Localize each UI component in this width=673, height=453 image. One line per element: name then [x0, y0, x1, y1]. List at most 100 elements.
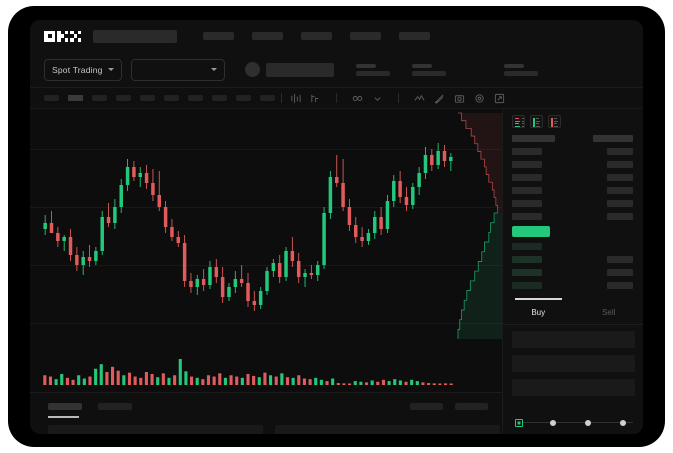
bid-row[interactable]: [512, 282, 542, 289]
ask-total: [607, 213, 633, 220]
trading-pair-dropdown[interactable]: [130, 58, 225, 81]
orders-card-left: [48, 425, 263, 434]
orders-action-2[interactable]: [455, 403, 488, 410]
orderbook-bids-icon[interactable]: [530, 115, 543, 128]
device-bezel: Spot Trading: [8, 6, 665, 447]
market-stat-3: [503, 63, 538, 76]
toolbar-divider: [398, 93, 399, 103]
orders-content: [48, 425, 500, 434]
settings-icon[interactable]: [474, 93, 485, 104]
order-form: [503, 331, 643, 403]
orders-tab-active-underline: [48, 416, 79, 418]
nav-item-5[interactable]: [399, 32, 430, 40]
candlestick-series: [43, 143, 453, 311]
top-navigation-bar: [30, 20, 643, 52]
orders-card-right: [275, 425, 500, 434]
chart-tool-icons: [290, 93, 505, 104]
slider-stop-0[interactable]: [515, 418, 523, 427]
order-book-view-modes: [503, 109, 643, 128]
slider-stop-25[interactable]: [550, 419, 556, 426]
logo-letter-o: [44, 30, 55, 42]
market-type-label: Spot Trading: [52, 64, 103, 75]
bid-total: [607, 269, 633, 276]
ask-row[interactable]: [512, 213, 542, 220]
ask-total: [607, 200, 633, 207]
amount-percent-slider[interactable]: [515, 418, 633, 428]
timeframe-2[interactable]: [92, 95, 107, 101]
timeframe-3[interactable]: [116, 95, 131, 101]
nav-item-2[interactable]: [252, 32, 283, 40]
order-book-header-right: [593, 135, 633, 142]
orders-panel: [30, 392, 502, 434]
pair-avatar: [244, 62, 260, 77]
depth-chart-overlay: [457, 112, 502, 339]
slider-stop-75[interactable]: [620, 419, 626, 426]
timeframe-9[interactable]: [260, 95, 275, 101]
nav-item-4[interactable]: [350, 32, 381, 40]
orders-action-1[interactable]: [410, 403, 443, 410]
timeframe-1[interactable]: [68, 95, 83, 101]
orders-tab-2[interactable]: [98, 403, 132, 410]
order-book-header-left: [512, 135, 555, 142]
price-field[interactable]: [512, 355, 635, 372]
chevron-down-icon: [107, 68, 114, 71]
timeframe-group: [44, 95, 275, 101]
tab-buy[interactable]: Buy: [503, 298, 574, 324]
camera-icon[interactable]: [454, 93, 465, 104]
ask-row[interactable]: [512, 161, 542, 168]
bid-row[interactable]: [512, 243, 542, 250]
okx-logo[interactable]: [44, 30, 81, 42]
slider-stop-50[interactable]: [585, 419, 591, 426]
volume-series: [43, 359, 453, 385]
orders-tab-1[interactable]: [48, 403, 82, 410]
toolbar-divider: [281, 93, 282, 103]
volume-chart: [30, 347, 502, 392]
timeframe-7[interactable]: [212, 95, 227, 101]
market-type-dropdown[interactable]: Spot Trading: [44, 58, 122, 81]
timeframe-6[interactable]: [188, 95, 203, 101]
ask-row[interactable]: [512, 187, 542, 194]
fullscreen-icon[interactable]: [494, 93, 505, 104]
orderbook-asks-icon[interactable]: [548, 115, 561, 128]
market-stat-1: [355, 63, 390, 76]
order-type-field[interactable]: [512, 331, 635, 348]
amount-field[interactable]: [512, 379, 635, 396]
toolbar-divider: [336, 93, 337, 103]
chevron-down-icon: [210, 68, 217, 71]
indicators-icon[interactable]: [352, 93, 363, 104]
bid-row[interactable]: [512, 256, 542, 263]
chart-toolbar: [30, 88, 643, 109]
nav-item-3[interactable]: [301, 32, 332, 40]
search-input[interactable]: [93, 29, 177, 43]
ask-total: [607, 161, 633, 168]
orderbook-both-icon[interactable]: [512, 115, 525, 128]
bid-total: [607, 282, 633, 289]
ask-row[interactable]: [512, 174, 542, 181]
timeframe-4[interactable]: [140, 95, 155, 101]
market-stat-2: [411, 63, 446, 76]
timeframe-8[interactable]: [236, 95, 251, 101]
current-price-row[interactable]: [512, 226, 550, 237]
order-book-rows[interactable]: [503, 135, 643, 305]
chevron-down-icon[interactable]: [372, 93, 383, 104]
bid-row[interactable]: [512, 269, 542, 276]
tab-sell[interactable]: Sell: [602, 308, 616, 317]
ask-row[interactable]: [512, 148, 542, 155]
ask-total: [607, 148, 633, 155]
orders-actions: [410, 403, 488, 410]
price-chart[interactable]: [30, 109, 502, 347]
timeframe-5[interactable]: [164, 95, 179, 101]
logo-letter-x: [70, 30, 81, 42]
orders-tabs: [48, 403, 132, 410]
bid-total: [607, 256, 633, 263]
line-chart-icon[interactable]: [414, 93, 425, 104]
order-book-panel: Buy Sell: [502, 109, 643, 434]
buy-sell-tabs: Buy Sell: [503, 298, 643, 325]
candlestick-chart-icon[interactable]: [290, 93, 301, 104]
ask-row[interactable]: [512, 200, 542, 207]
timeframe-0[interactable]: [44, 95, 59, 101]
pair-name-label: [265, 62, 334, 77]
nav-item-1[interactable]: [203, 32, 234, 40]
drawing-tools-icon[interactable]: [434, 93, 445, 104]
bar-chart-icon[interactable]: [310, 93, 321, 104]
